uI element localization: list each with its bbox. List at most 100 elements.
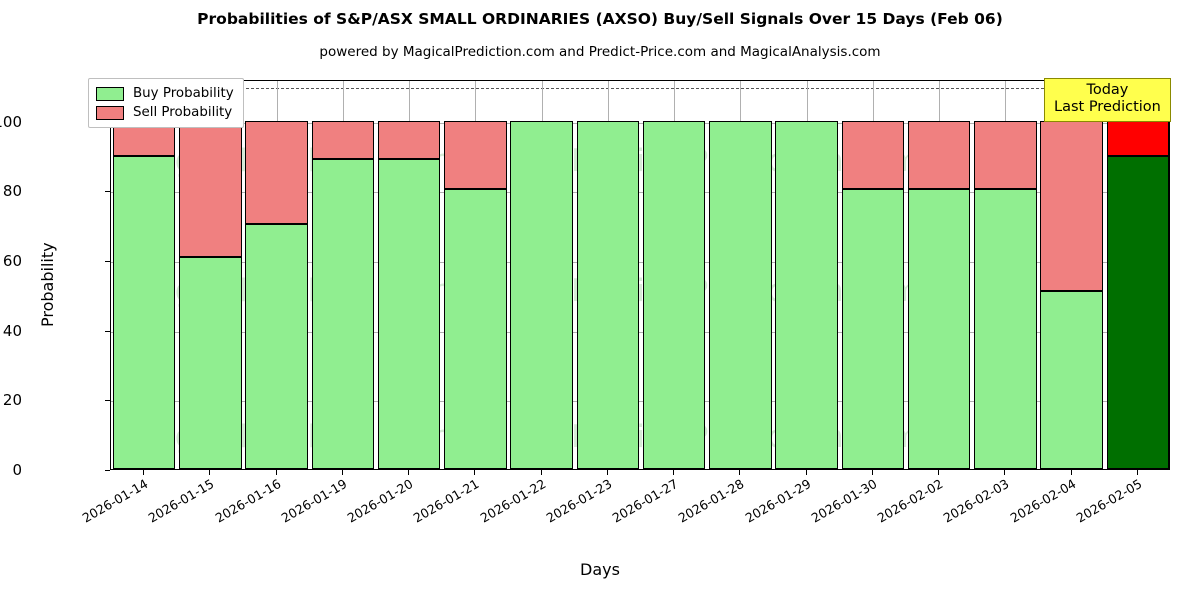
bar-group[interactable] <box>974 79 1037 469</box>
x-tick-label: 2026-01-29 <box>742 476 814 526</box>
y-tick-label: 40 <box>2 321 22 340</box>
x-tick-label: 2026-01-19 <box>278 476 350 526</box>
bar-segment-buy[interactable] <box>510 120 573 469</box>
legend-item-buy: Buy Probability <box>96 84 234 103</box>
x-tick-mark <box>275 470 277 475</box>
x-tick-mark <box>606 470 608 475</box>
x-tick-mark <box>341 470 343 475</box>
today-annotation-line1: Today <box>1086 82 1129 98</box>
bar-segment-buy[interactable] <box>576 120 640 469</box>
x-tick-mark <box>871 470 873 475</box>
gridline-horizontal <box>111 401 1169 403</box>
bar-segment-sell[interactable] <box>841 120 905 189</box>
y-tick-mark <box>105 330 110 332</box>
x-tick-mark <box>1004 470 1006 475</box>
today-annotation: Today Last Prediction <box>1044 78 1171 122</box>
y-tick-mark <box>105 191 110 193</box>
x-tick-mark <box>540 470 542 475</box>
x-tick-label: 2026-01-14 <box>79 476 151 526</box>
plot-area: MagicalAnalysis.comMagicalPrediction.com… <box>110 80 1170 470</box>
x-tick-mark <box>938 470 940 475</box>
bar-group[interactable] <box>179 79 242 469</box>
x-tick-mark <box>1136 470 1138 475</box>
bar-group[interactable] <box>510 79 573 469</box>
bar-group[interactable] <box>444 79 507 469</box>
y-tick-label: 0 <box>12 461 22 479</box>
bar-group[interactable] <box>709 79 772 469</box>
bar-group[interactable] <box>576 79 640 469</box>
x-tick-label: 2026-01-23 <box>543 476 615 526</box>
y-tick-mark <box>105 470 110 471</box>
bar-segment-buy[interactable] <box>112 155 176 469</box>
bar-group[interactable] <box>377 79 441 469</box>
bar-series-layer <box>111 79 1170 469</box>
bar-segment-buy[interactable] <box>179 256 242 469</box>
bar-group[interactable] <box>112 79 176 469</box>
x-tick-label: 2026-02-03 <box>940 476 1012 526</box>
bar-segment-sell[interactable] <box>444 120 507 189</box>
gridline-horizontal <box>111 122 1169 124</box>
bar-segment-buy[interactable] <box>1040 291 1103 469</box>
bar-segment-sell[interactable] <box>377 120 441 160</box>
bar-group[interactable] <box>841 79 905 469</box>
legend-label-buy: Buy Probability <box>133 86 234 101</box>
x-tick-label: 2026-01-27 <box>609 476 681 526</box>
bar-segment-sell[interactable] <box>1040 120 1103 292</box>
bar-segment-buy-today[interactable] <box>1106 155 1170 469</box>
y-tick-mark <box>105 400 110 402</box>
gridline-horizontal <box>111 262 1169 264</box>
chart-subtitle: powered by MagicalPrediction.com and Pre… <box>319 44 881 60</box>
bar-group[interactable] <box>1106 79 1170 469</box>
x-tick-label: 2026-02-04 <box>1007 476 1079 526</box>
page-title: Probabilities of S&P/ASX SMALL ORDINARIE… <box>197 10 1003 28</box>
legend-swatch-sell <box>96 105 124 120</box>
bar-segment-buy[interactable] <box>841 188 905 469</box>
bar-segment-buy[interactable] <box>245 223 308 469</box>
bar-group[interactable] <box>642 79 706 469</box>
y-tick-label: 20 <box>2 391 22 410</box>
bar-segment-buy[interactable] <box>444 188 507 469</box>
legend-label-sell: Sell Probability <box>133 105 233 120</box>
y-axis-label: Probability <box>38 242 57 327</box>
bar-segment-buy[interactable] <box>642 120 706 469</box>
bar-segment-sell[interactable] <box>179 120 242 257</box>
bar-segment-buy[interactable] <box>775 120 838 469</box>
x-tick-label: 2026-02-02 <box>874 476 946 526</box>
x-tick-label: 2026-01-22 <box>477 476 549 526</box>
x-tick-label: 2026-01-21 <box>410 476 482 526</box>
legend-item-sell: Sell Probability <box>96 103 234 122</box>
bar-segment-buy[interactable] <box>974 188 1037 469</box>
y-tick-label: 100 <box>0 112 22 131</box>
bar-group[interactable] <box>907 79 971 469</box>
x-tick-mark <box>209 470 211 475</box>
bar-group[interactable] <box>775 79 838 469</box>
x-tick-mark <box>739 470 741 475</box>
bar-segment-sell[interactable] <box>311 120 375 160</box>
x-tick-mark <box>673 470 675 475</box>
bar-segment-sell-today[interactable] <box>1106 120 1170 156</box>
x-tick-label: 2026-01-30 <box>808 476 880 526</box>
gridline-horizontal <box>111 331 1169 333</box>
y-tick-label: 80 <box>2 182 22 201</box>
bar-segment-buy[interactable] <box>377 159 441 469</box>
bar-segment-buy[interactable] <box>709 120 772 469</box>
bar-group[interactable] <box>311 79 375 469</box>
chart-legend: Buy Probability Sell Probability <box>88 78 244 128</box>
legend-swatch-buy <box>96 86 124 101</box>
bar-group[interactable] <box>245 79 308 469</box>
x-tick-label: 2026-01-16 <box>212 476 284 526</box>
x-tick-label: 2026-01-15 <box>145 476 217 526</box>
bar-segment-sell[interactable] <box>974 120 1037 189</box>
x-tick-mark <box>408 470 410 475</box>
bar-segment-sell[interactable] <box>907 120 971 189</box>
bar-group[interactable] <box>1040 79 1103 469</box>
x-axis-label: Days <box>580 560 620 579</box>
bar-segment-buy[interactable] <box>907 188 971 469</box>
gridline-horizontal <box>111 192 1169 194</box>
bar-segment-buy[interactable] <box>311 159 375 469</box>
bar-segment-sell[interactable] <box>245 120 308 224</box>
y-tick-label: 60 <box>2 252 22 271</box>
y-tick-mark <box>105 261 110 263</box>
x-tick-mark <box>143 470 145 475</box>
